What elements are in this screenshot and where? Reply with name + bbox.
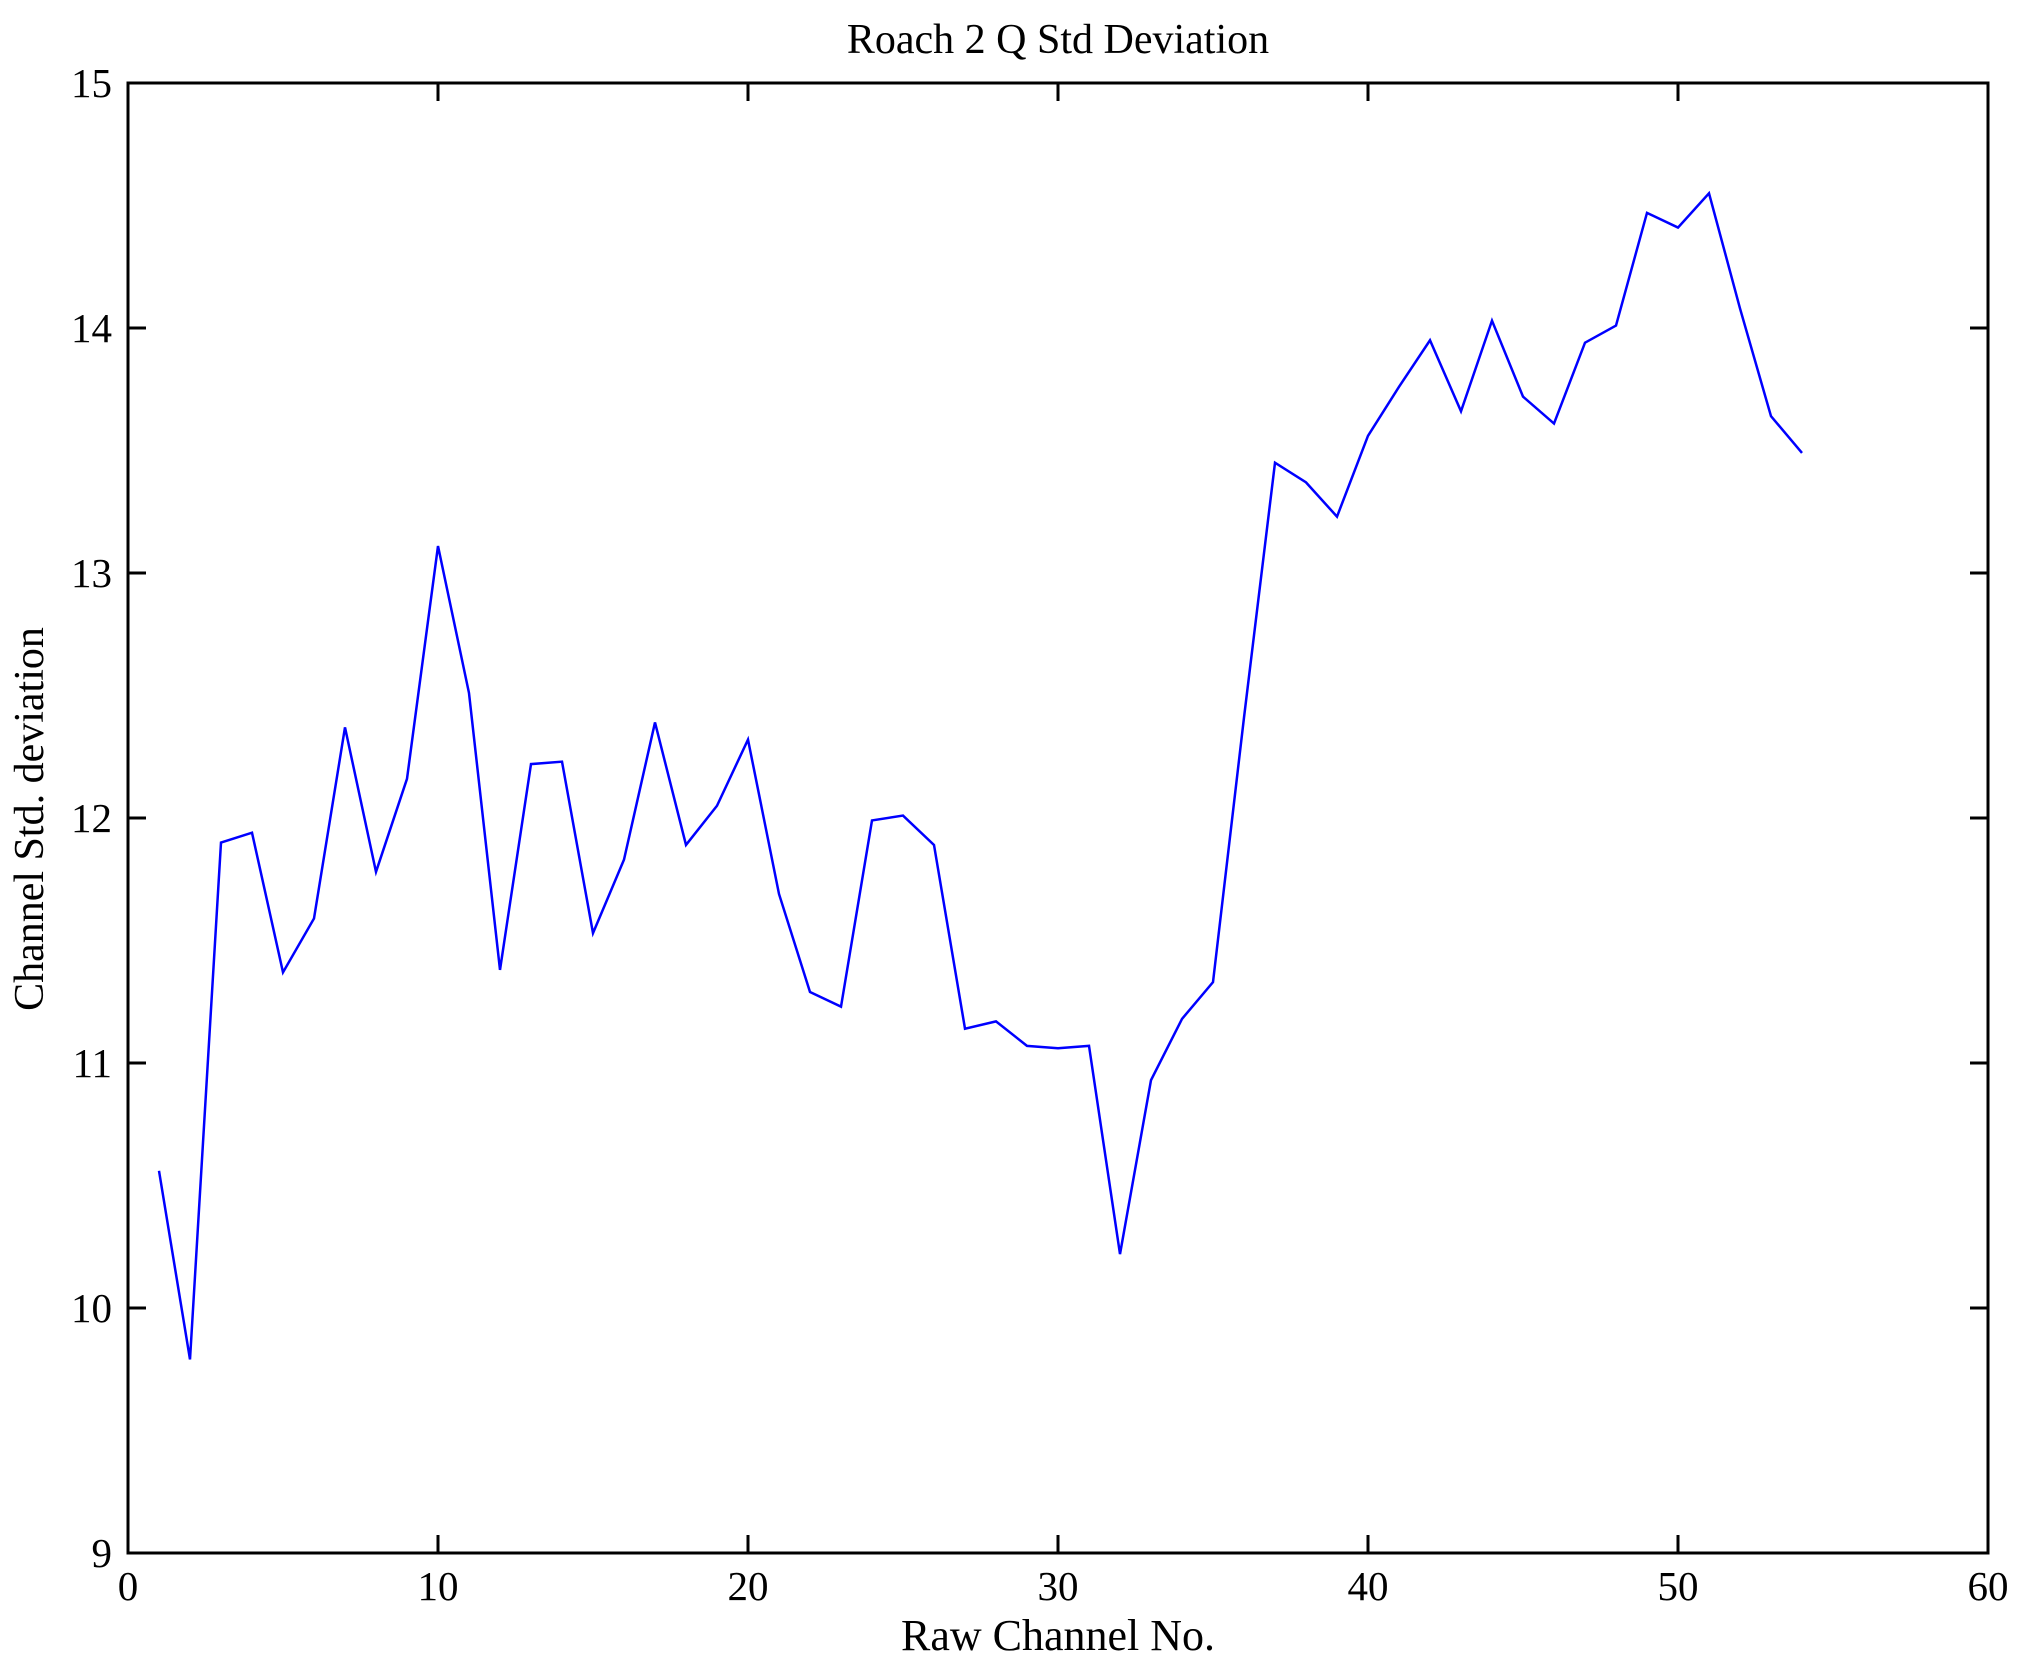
x-tick-label: 10	[417, 1563, 459, 1609]
series-line-channel-std-deviation	[157, 190, 1803, 1360]
y-tick-label: 14	[71, 305, 112, 351]
x-tick-label: 30	[1037, 1563, 1079, 1609]
x-tick-label: 0	[117, 1563, 139, 1609]
tick-marks	[128, 83, 1988, 1553]
x-tick-label: 40	[1347, 1563, 1389, 1609]
y-tick-label: 13	[71, 550, 112, 596]
chart-title: Roach 2 Q Std Deviation	[846, 17, 1270, 63]
x-tick-label: 50	[1657, 1563, 1699, 1609]
x-tick-label: 60	[1967, 1563, 2009, 1609]
y-tick-label: 12	[71, 795, 112, 841]
y-tick-label: 15	[71, 60, 112, 106]
y-tick-label: 11	[72, 1040, 112, 1086]
data-series	[157, 190, 1803, 1360]
x-axis-label: Raw Channel No.	[900, 1611, 1216, 1660]
x-tick-label: 20	[727, 1563, 769, 1609]
y-tick-label: 10	[71, 1285, 112, 1331]
axes-frame	[126, 81, 1990, 1555]
y-tick-label: 9	[91, 1530, 113, 1576]
